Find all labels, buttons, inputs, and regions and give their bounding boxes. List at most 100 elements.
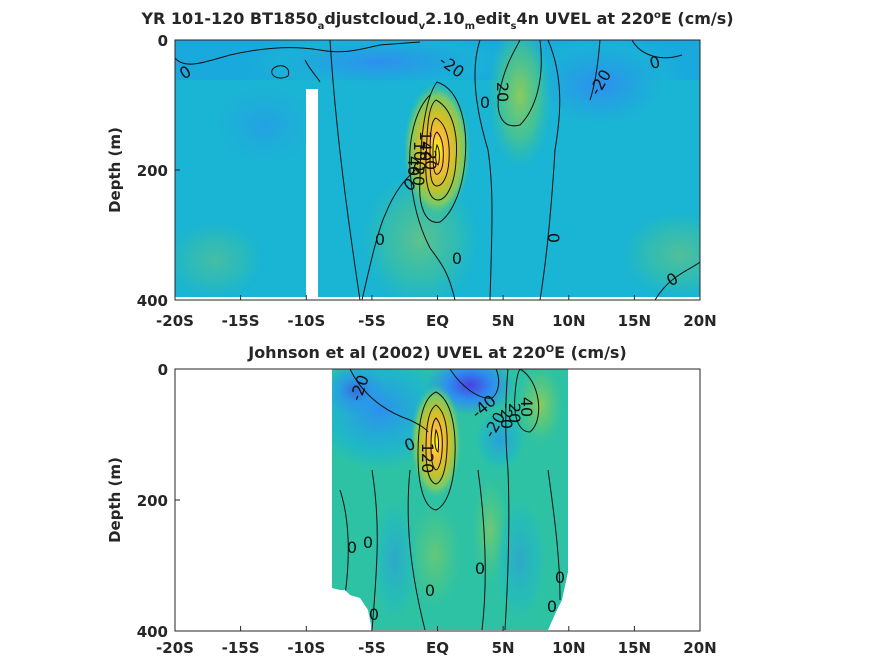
heatmap-blob-blue [240,40,520,94]
y-axis-label: Depth (m) [106,457,124,543]
x-tick-label: 15N [618,639,651,656]
contour-lines [175,40,700,300]
heatmap-blob-blue [510,40,690,140]
title-part: djustcloud [324,9,418,28]
y-tick-label: 200 [137,492,168,510]
contour-line [361,169,416,300]
contour-label: 20 [493,82,512,102]
heatmap-core [410,384,462,500]
contour-line [429,117,450,187]
title-part-super: o [654,10,661,21]
panel-model: YR 101-120 BT1850adjustcloudv2.10medits4… [106,9,734,330]
contour-line [304,59,321,83]
x-tick-label: 5N [492,639,515,656]
title-part-super: O [546,344,555,355]
title-part-sub: s [511,21,517,32]
heatmap-blob-green [488,40,552,170]
contour-line [417,391,456,511]
heatmap-field: 0 -20 -20 0 20 20 0 -20 140 100 40 0 0 0… [175,40,700,300]
y-tick-labels: 0 200 400 [137,32,168,310]
contour-label: 0 [544,233,563,243]
contour-line [654,261,700,300]
title-part: 4n UVEL at 220 [516,9,654,28]
x-tick-label: -5S [358,639,385,656]
x-tick-label: 15N [618,312,651,330]
contour-label: 100 [410,141,429,172]
x-tick-label: 20N [683,639,716,656]
title-part-sub: a [318,21,325,32]
contour-line [589,40,683,101]
contour-line [349,369,429,433]
contour-line [474,40,493,300]
contour-label: 0 [375,230,385,249]
contour-label: -20 [409,160,428,186]
contour-label: 0 [547,597,557,616]
contour-line [477,469,486,630]
heatmap-blob-green [515,369,565,450]
contour-line [547,469,561,601]
contour-line [175,41,421,65]
contour-line [425,99,457,201]
x-tick-label: -10S [287,639,325,656]
contour-label: 0 [647,52,662,73]
contour-line [329,40,361,300]
heatmap-blob-green [175,220,265,300]
heatmap-blob-blue [495,500,545,620]
y-tick-label: 400 [137,623,168,641]
title-part: 2.10 [425,9,464,28]
title-part: E (cm/s) [554,343,627,362]
contour-label: 0 [425,581,435,600]
contour-label: -20 [497,403,516,429]
contour-label: 20 [421,150,440,170]
panel-observed: Johnson et al (2002) UVEL at 220OE (cm/s… [106,343,717,656]
x-tick-label: 20N [683,312,716,330]
heatmap-data-gap [306,89,318,300]
contour-line [419,81,467,223]
contour-label: 0 [369,605,379,624]
x-tick-label: -10S [287,312,325,330]
contour-line [430,417,443,471]
heatmap-blob-blue [373,500,417,620]
x-tick-label: -20S [156,312,194,330]
x-tick-marks [175,499,635,631]
contour-lines [339,369,561,630]
x-tick-label: -20S [156,639,194,656]
contour-line [539,40,561,300]
title-part-sub: v [419,21,426,32]
contour-line [514,369,540,433]
contour-label: 120 [418,443,437,474]
contour-line [449,369,500,399]
contour-label: 20 [505,403,524,423]
heatmap-blob-blue [195,70,335,180]
contour-label: 0 [452,249,462,268]
contour-label: 40 [404,156,423,176]
contour-line [497,40,542,127]
y-tick-label: 200 [137,162,168,180]
contour-label: 0 [363,533,373,552]
contour-line [425,404,448,485]
contour-line [434,428,440,453]
panel-title: YR 101-120 BT1850adjustcloudv2.10medits4… [140,9,733,32]
contour-line [432,131,444,175]
title-part: Johnson et al (2002) UVEL at 220 [247,343,545,362]
contour-line [271,65,290,79]
title-part: edit [475,9,511,28]
contour-label: 0 [347,538,357,557]
contour-line [435,143,440,166]
contour-line [371,469,378,630]
contour-label: 0 [475,559,485,578]
x-tick-label: EQ [426,639,449,656]
title-part: E (cm/s) [661,9,734,28]
y-axis-label: Depth (m) [106,127,124,213]
contour-line [407,469,426,630]
heatmap-field: -20 -40 -20 -20 40 20 0 120 0 0 0 0 0 0 … [332,369,568,630]
x-tick-label: EQ [426,312,449,330]
y-tick-label: 0 [158,361,168,379]
contour-label: 0 [555,568,565,587]
title-part: YR 101-120 BT1850 [140,9,317,28]
contour-line [409,94,456,300]
title-part-sub: m [465,21,475,32]
y-tick-labels: 0 200 400 [137,361,168,641]
contour-label: 40 [517,397,536,417]
